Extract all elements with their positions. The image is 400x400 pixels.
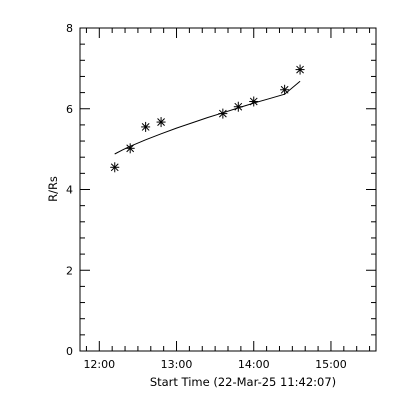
data-point: [156, 117, 166, 128]
data-point: [141, 121, 151, 132]
y-tick-label: 8: [66, 22, 73, 35]
data-point: [218, 108, 228, 119]
y-tick-label: 4: [66, 184, 73, 197]
data-point: [233, 101, 243, 112]
x-axis-label: Start Time (22-Mar-25 11:42:07): [150, 375, 336, 389]
data-point: [280, 84, 290, 95]
data-point: [295, 64, 305, 75]
y-tick-label: 0: [66, 345, 73, 358]
x-tick-label: 14:00: [238, 358, 270, 371]
y-axis-label: R/Rs: [46, 176, 60, 202]
x-tick-label: 13:00: [161, 358, 193, 371]
x-tick-label: 15:00: [315, 358, 347, 371]
x-tick-label: 12:00: [83, 358, 115, 371]
fit-line: [114, 80, 301, 155]
y-tick-label: 6: [66, 103, 73, 116]
axis-ticks: [80, 27, 376, 352]
tick-labels: 12:00 13:00 14:00 15:00 0 2 4 6 8: [66, 22, 347, 371]
data-point: [249, 96, 259, 107]
data-points: [110, 64, 305, 173]
plot-frame: [79, 27, 377, 352]
y-tick-label: 2: [66, 264, 73, 277]
data-point: [110, 162, 120, 173]
data-point: [125, 143, 135, 154]
